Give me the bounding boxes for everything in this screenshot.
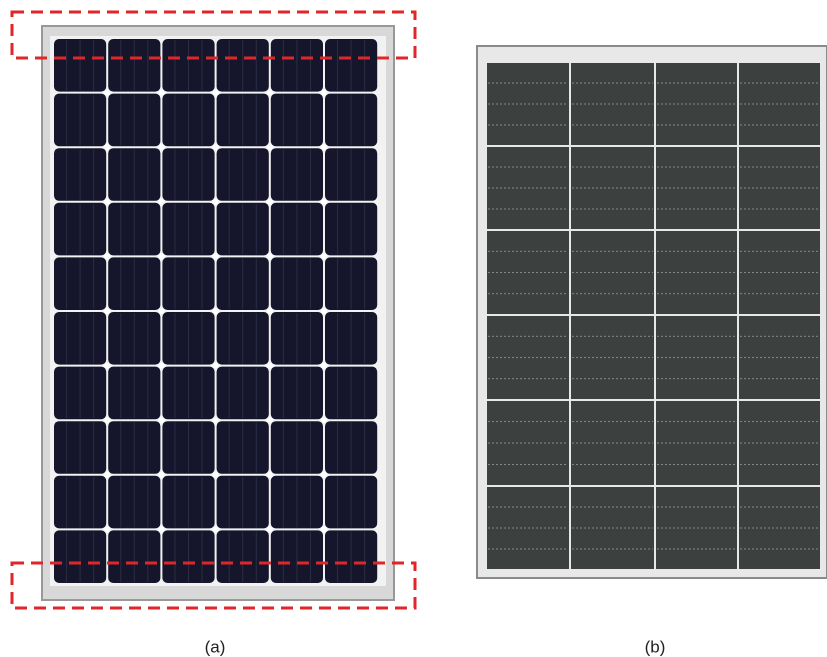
cell-corner <box>213 363 219 369</box>
solar-panel-a <box>42 26 394 600</box>
cell-corner <box>321 472 327 478</box>
cell-corner <box>104 363 110 369</box>
cell-corner <box>321 526 327 532</box>
cell <box>656 401 737 485</box>
cell-corner <box>104 144 110 150</box>
cell-corner <box>213 472 219 478</box>
cell <box>739 401 820 485</box>
cell-corner <box>158 417 164 423</box>
solar-panel-b <box>477 46 827 578</box>
cell-corner <box>321 253 327 259</box>
cell-corner <box>267 526 273 532</box>
cell <box>656 147 737 229</box>
cell-corner <box>104 417 110 423</box>
cell-corner <box>104 308 110 314</box>
caption: (b) <box>645 637 666 656</box>
cell-corner <box>104 472 110 478</box>
cell <box>656 63 737 145</box>
cell-corner <box>267 90 273 96</box>
cell <box>739 63 820 145</box>
cell-corner <box>267 417 273 423</box>
cell-corner <box>213 308 219 314</box>
cell-corner <box>321 144 327 150</box>
cell-corner <box>104 90 110 96</box>
cell-corner <box>104 253 110 259</box>
cell-corner <box>267 144 273 150</box>
cell <box>656 231 737 314</box>
cell-corner <box>158 526 164 532</box>
cell-corner <box>213 144 219 150</box>
cell <box>656 487 737 569</box>
cell-corner <box>158 253 164 259</box>
cell-corner <box>158 90 164 96</box>
cell <box>739 487 820 569</box>
cell-corner <box>158 144 164 150</box>
cell-corner <box>267 199 273 205</box>
cell-corner <box>213 526 219 532</box>
cell-corner <box>321 417 327 423</box>
cell-corner <box>213 253 219 259</box>
cell-corner <box>321 90 327 96</box>
cell-corner <box>158 472 164 478</box>
cell-grid <box>487 63 820 569</box>
cell <box>739 316 820 399</box>
cell-corner <box>267 363 273 369</box>
figure: (a) (b) <box>0 0 827 657</box>
caption: (a) <box>205 637 226 656</box>
cell-corner <box>104 526 110 532</box>
cell-corner <box>213 417 219 423</box>
cell-corner <box>213 90 219 96</box>
cell-corner <box>321 199 327 205</box>
cell-corner <box>104 199 110 205</box>
cell-corner <box>321 308 327 314</box>
cell <box>656 316 737 399</box>
cell-corner <box>158 199 164 205</box>
cell-corner <box>267 308 273 314</box>
cell <box>739 231 820 314</box>
cell-corner <box>267 472 273 478</box>
cell-corner <box>321 363 327 369</box>
cell-corner <box>267 253 273 259</box>
cell-corner <box>158 308 164 314</box>
cell-corner <box>213 199 219 205</box>
cell-corner <box>158 363 164 369</box>
cell <box>739 147 820 229</box>
